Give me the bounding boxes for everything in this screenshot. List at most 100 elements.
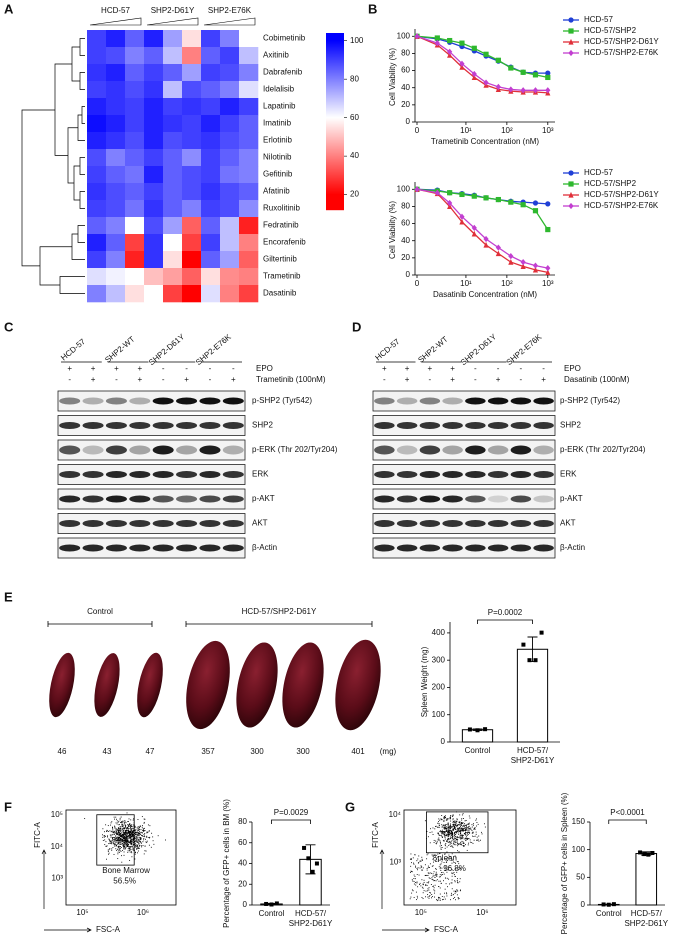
treatment-sign: -	[185, 364, 188, 373]
event-dot	[466, 828, 468, 830]
event-dot	[124, 833, 126, 835]
event-dot	[122, 834, 124, 835]
event-dot	[427, 888, 429, 890]
colorbar-slice	[326, 116, 344, 118]
band-label: p-ERK (Thr 202/Tyr204)	[252, 445, 338, 454]
event-dot	[137, 833, 139, 835]
event-dot	[454, 831, 456, 833]
event-dot	[468, 828, 470, 830]
significance-bracket	[477, 619, 533, 624]
event-dot	[448, 878, 450, 880]
event-dot	[430, 872, 432, 874]
data-point	[646, 852, 651, 857]
event-dot	[447, 886, 449, 888]
event-dot	[461, 822, 463, 824]
event-dot	[127, 834, 129, 836]
event-dot	[153, 843, 155, 845]
data-point	[310, 869, 315, 874]
event-dot	[141, 816, 143, 818]
marker	[508, 199, 514, 205]
y-tick-label: 40	[401, 236, 410, 245]
event-dot	[119, 819, 121, 821]
event-dot	[112, 826, 114, 828]
heatmap-cell	[182, 234, 202, 252]
blot-band	[82, 422, 104, 429]
event-dot	[122, 837, 124, 838]
event-dot	[117, 839, 119, 841]
event-dot	[459, 833, 461, 835]
heatmap-cell	[220, 132, 240, 150]
event-dot	[410, 870, 412, 872]
event-dot	[115, 818, 117, 820]
heatmap-cell	[87, 115, 107, 133]
event-dot	[446, 819, 448, 821]
group-label: HCD-57/SHP2-D61Y	[242, 607, 317, 616]
event-dot	[455, 857, 457, 859]
heatmap-cell	[125, 81, 145, 99]
event-dot	[143, 821, 145, 823]
event-dot	[131, 832, 133, 834]
colorbar-slice	[326, 172, 344, 174]
event-dot	[457, 838, 459, 840]
event-dot	[126, 828, 127, 830]
event-dot	[429, 863, 431, 865]
event-dot	[459, 890, 461, 892]
event-dot	[447, 838, 449, 840]
event-dot	[135, 834, 137, 836]
heatmap-cell	[163, 285, 183, 303]
event-dot	[122, 838, 124, 840]
heatmap-cell	[163, 47, 183, 65]
event-dot	[456, 861, 458, 863]
event-dot	[125, 825, 127, 827]
event-dot	[118, 820, 120, 822]
event-dot	[444, 834, 446, 836]
colorbar-slice	[326, 121, 344, 123]
event-dot	[451, 882, 453, 884]
data-point	[642, 852, 647, 857]
event-dot	[468, 824, 470, 826]
event-dot	[123, 842, 125, 844]
event-dot	[469, 841, 471, 843]
event-dot	[413, 874, 415, 876]
treatment-sign: +	[382, 364, 387, 373]
panel-label: F	[4, 799, 12, 814]
colorbar-slice	[326, 149, 344, 151]
event-dot	[463, 845, 465, 847]
event-dot	[452, 819, 454, 821]
event-dot	[449, 817, 451, 819]
event-dot	[131, 836, 133, 838]
event-dot	[129, 823, 131, 825]
heatmap-cell	[163, 183, 183, 201]
event-dot	[452, 847, 454, 848]
gate-percent: 56.5%	[113, 876, 136, 885]
event-dot	[456, 831, 458, 833]
data-point	[475, 728, 480, 733]
colorbar-slice	[326, 163, 344, 165]
marker	[447, 52, 453, 58]
heatmap-cell	[220, 166, 240, 184]
heatmap-cell	[87, 234, 107, 252]
event-dot	[454, 833, 456, 835]
event-dot	[448, 844, 450, 846]
heatmap-cell	[201, 132, 221, 150]
treatment-sign: -	[162, 375, 165, 384]
data-point	[638, 850, 643, 855]
event-dot	[456, 836, 458, 838]
event-dot	[438, 866, 440, 868]
heatmap-cell	[182, 30, 202, 48]
event-dot	[427, 853, 429, 855]
event-dot	[448, 831, 450, 833]
event-dot	[118, 836, 120, 838]
event-dot	[458, 824, 460, 826]
colorbar-slice	[326, 67, 344, 69]
blot-band	[374, 445, 395, 455]
blot-band	[465, 544, 486, 552]
event-dot	[452, 839, 454, 841]
event-dot	[453, 872, 455, 873]
colorbar-slice	[326, 183, 344, 185]
event-dot	[464, 831, 466, 833]
colorbar-slice	[326, 148, 344, 150]
event-dot	[112, 840, 114, 842]
colorbar-slice	[326, 171, 344, 173]
